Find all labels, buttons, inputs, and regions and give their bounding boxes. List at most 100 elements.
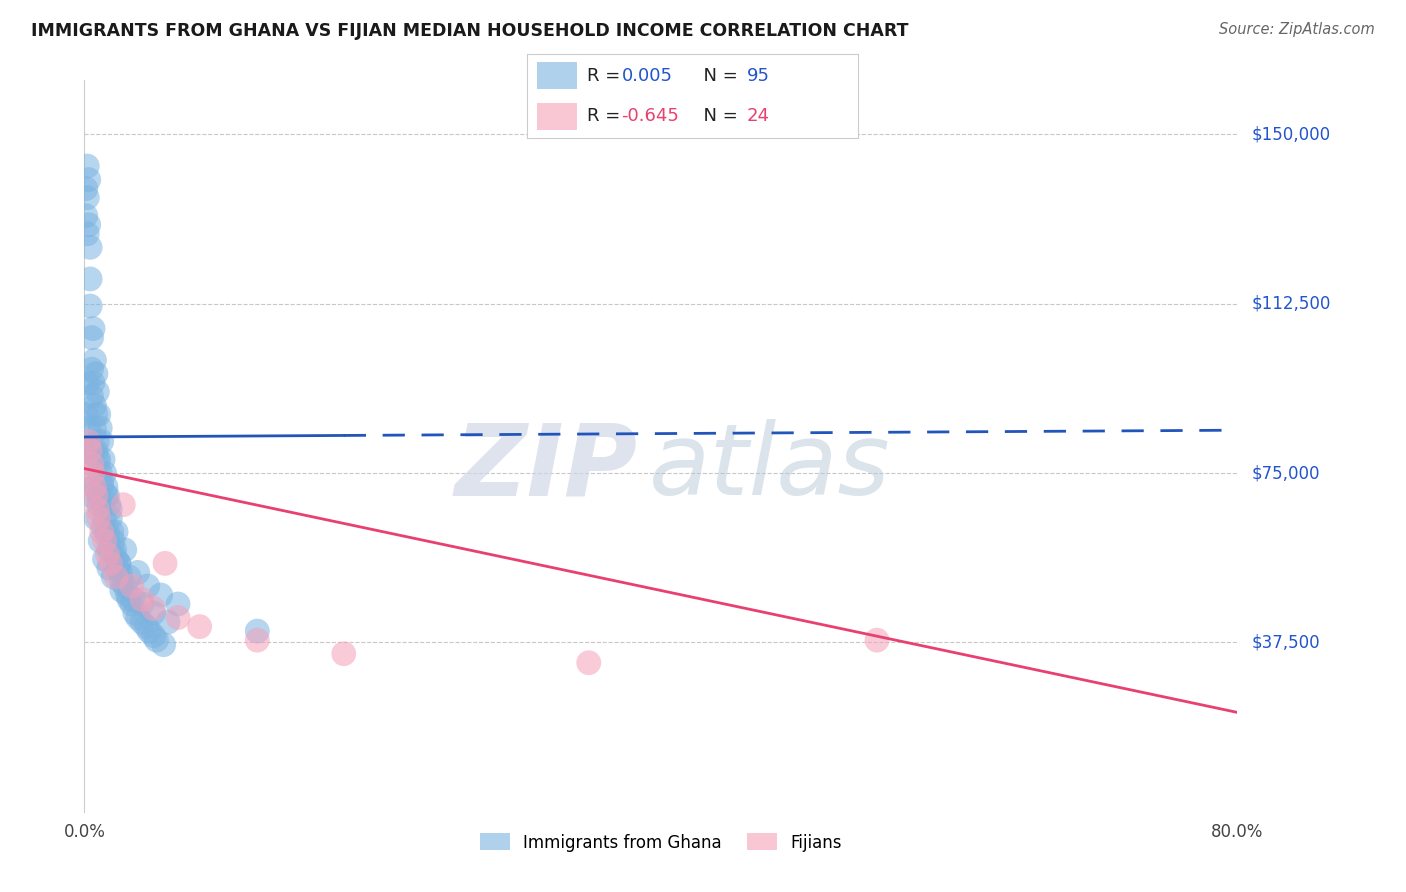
Point — [76, 227, 98, 241]
Point — [96, 529, 118, 543]
Point — [86, 452, 108, 467]
Point — [122, 592, 145, 607]
Point — [121, 579, 143, 593]
Point — [145, 633, 167, 648]
Point — [86, 434, 108, 449]
Point — [93, 533, 115, 548]
Point — [83, 480, 105, 494]
Point — [96, 547, 118, 561]
Point — [83, 421, 105, 435]
Point — [167, 597, 190, 611]
Point — [105, 524, 128, 539]
Point — [87, 511, 110, 525]
Point — [93, 466, 115, 480]
Point — [96, 489, 118, 503]
Point — [83, 398, 105, 412]
Point — [84, 489, 107, 503]
Point — [77, 172, 100, 186]
Point — [100, 524, 122, 539]
Point — [108, 557, 131, 571]
Point — [84, 511, 107, 525]
Point — [91, 452, 114, 467]
Point — [80, 489, 103, 503]
Text: 24: 24 — [747, 107, 770, 125]
Point — [127, 610, 149, 624]
Text: 0.005: 0.005 — [621, 67, 672, 85]
Point — [866, 633, 889, 648]
Point — [111, 583, 134, 598]
Point — [83, 480, 105, 494]
Point — [100, 542, 122, 557]
Point — [82, 443, 104, 458]
Point — [127, 566, 149, 580]
Point — [93, 511, 115, 525]
Text: $150,000: $150,000 — [1251, 126, 1330, 144]
Point — [79, 272, 101, 286]
Point — [76, 191, 98, 205]
Text: IMMIGRANTS FROM GHANA VS FIJIAN MEDIAN HOUSEHOLD INCOME CORRELATION CHART: IMMIGRANTS FROM GHANA VS FIJIAN MEDIAN H… — [31, 22, 908, 40]
Point — [246, 633, 269, 648]
Point — [105, 552, 128, 566]
Point — [77, 421, 100, 435]
Point — [90, 524, 112, 539]
Point — [80, 331, 103, 345]
Point — [124, 606, 146, 620]
Text: R =: R = — [586, 67, 626, 85]
Point — [87, 489, 110, 503]
Point — [91, 498, 114, 512]
Text: $112,500: $112,500 — [1251, 294, 1330, 313]
Point — [90, 480, 112, 494]
Point — [142, 606, 165, 620]
Point — [98, 557, 121, 571]
Point — [83, 353, 105, 368]
Point — [578, 656, 600, 670]
Text: N =: N = — [692, 67, 744, 85]
Point — [94, 489, 117, 503]
Point — [142, 629, 165, 643]
Point — [79, 240, 101, 254]
Point — [87, 498, 110, 512]
Text: ZIP: ZIP — [454, 419, 638, 516]
Point — [79, 443, 101, 458]
Point — [138, 624, 160, 639]
Point — [149, 588, 172, 602]
Point — [103, 570, 124, 584]
Point — [246, 624, 269, 639]
Text: $37,500: $37,500 — [1251, 633, 1320, 651]
Point — [114, 542, 136, 557]
Point — [97, 561, 120, 575]
Point — [156, 615, 179, 629]
Point — [131, 592, 153, 607]
Point — [97, 498, 120, 512]
Point — [167, 610, 190, 624]
Point — [91, 520, 114, 534]
Point — [142, 601, 165, 615]
Point — [114, 579, 136, 593]
Point — [103, 533, 124, 548]
Point — [76, 159, 98, 173]
Point — [121, 597, 143, 611]
Point — [82, 376, 104, 390]
Point — [89, 421, 111, 435]
Point — [82, 321, 104, 335]
Point — [90, 434, 112, 449]
Point — [105, 570, 128, 584]
Point — [86, 502, 108, 516]
Text: atlas: atlas — [650, 419, 891, 516]
Point — [87, 408, 110, 422]
Point — [84, 443, 107, 458]
Point — [80, 389, 103, 403]
Point — [152, 638, 174, 652]
Point — [97, 542, 120, 557]
Point — [90, 475, 112, 489]
Point — [77, 218, 100, 232]
Point — [108, 557, 131, 571]
Point — [84, 408, 107, 422]
Point — [107, 561, 129, 575]
Bar — [537, 103, 576, 130]
Point — [89, 533, 111, 548]
Point — [111, 574, 134, 589]
Point — [104, 542, 127, 557]
Point — [80, 362, 103, 376]
Text: Source: ZipAtlas.com: Source: ZipAtlas.com — [1219, 22, 1375, 37]
